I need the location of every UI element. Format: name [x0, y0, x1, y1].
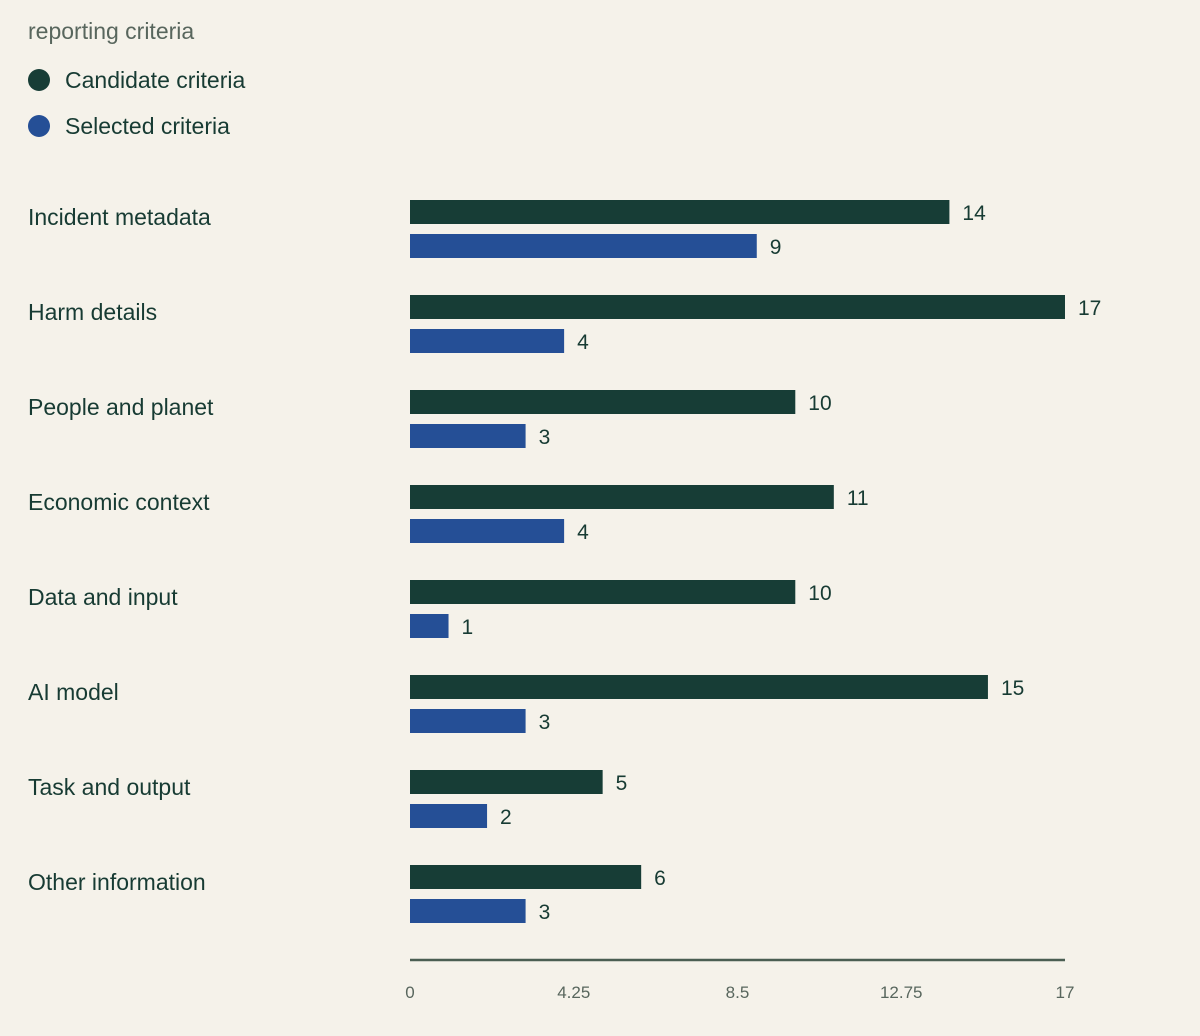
legend-label-candidate: Candidate criteria — [65, 66, 246, 93]
x-tick-label: 0 — [405, 983, 414, 1002]
candidate-bar — [410, 675, 988, 699]
x-tick-label: 12.75 — [880, 983, 923, 1002]
data-label: 17 — [1078, 297, 1101, 320]
data-label: 5 — [616, 772, 628, 795]
data-label: 10 — [808, 392, 831, 415]
selected-bar — [410, 614, 449, 638]
legend-dot-candidate-icon — [28, 69, 50, 91]
category-label: People and planet — [28, 394, 214, 420]
data-label: 11 — [847, 487, 869, 510]
legend-label-selected: Selected criteria — [65, 112, 230, 139]
x-tick-label: 17 — [1056, 983, 1075, 1002]
data-label: 3 — [539, 426, 551, 449]
selected-bar — [410, 519, 565, 543]
category-label: AI model — [28, 679, 119, 705]
selected-bar — [410, 709, 526, 733]
selected-bar — [410, 899, 526, 923]
chart-subtitle: reporting criteria — [28, 18, 195, 44]
data-label: 6 — [654, 867, 666, 890]
candidate-bar — [410, 770, 603, 794]
data-label: 14 — [962, 202, 986, 225]
data-label: 3 — [539, 711, 551, 734]
candidate-bar — [410, 200, 950, 224]
selected-bar — [410, 424, 526, 448]
category-label: Task and output — [28, 774, 191, 800]
data-label: 2 — [500, 806, 512, 829]
selected-bar — [410, 329, 565, 353]
data-label: 1 — [462, 616, 474, 639]
candidate-bar — [410, 295, 1065, 319]
category-label: Data and input — [28, 584, 178, 610]
x-tick-label: 4.25 — [557, 983, 590, 1002]
legend-item-selected: Selected criteria — [28, 112, 230, 140]
data-label: 10 — [808, 582, 831, 605]
legend-dot-selected-icon — [28, 115, 50, 137]
data-label: 4 — [577, 521, 589, 544]
category-label: Incident metadata — [28, 204, 211, 230]
category-label: Harm details — [28, 299, 157, 325]
selected-bar — [410, 804, 488, 828]
candidate-bar — [410, 865, 642, 889]
candidate-bar — [410, 580, 796, 604]
x-tick-label: 8.5 — [726, 983, 750, 1002]
data-label: 9 — [770, 236, 782, 259]
candidate-bar — [410, 390, 796, 414]
category-label: Economic context — [28, 489, 210, 515]
category-label: Other information — [28, 869, 206, 895]
data-label: 3 — [539, 901, 551, 924]
legend-item-candidate: Candidate criteria — [28, 66, 245, 94]
selected-bar — [410, 234, 757, 258]
data-label: 4 — [577, 331, 589, 354]
data-label: 15 — [1001, 677, 1024, 700]
candidate-bar — [410, 485, 834, 509]
